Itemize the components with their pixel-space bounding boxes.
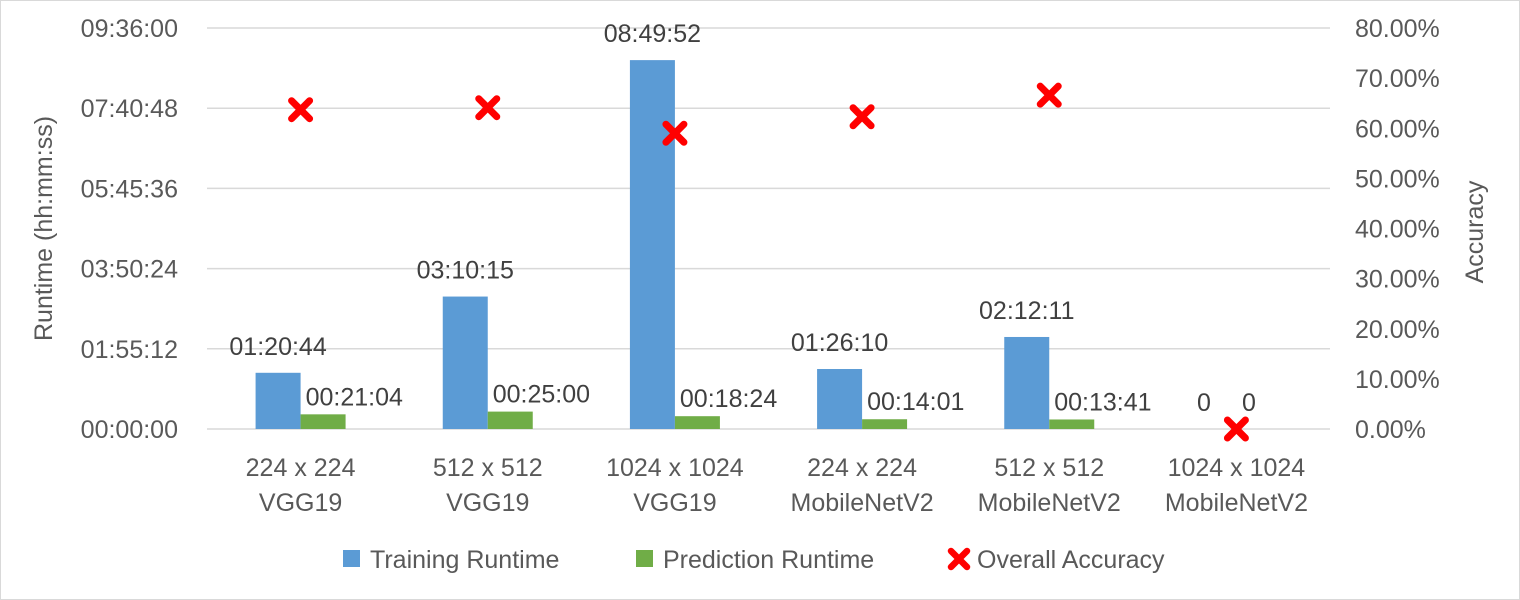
bar-training-runtime bbox=[817, 369, 863, 429]
data-label-training: 08:49:52 bbox=[604, 20, 701, 48]
bar-prediction-runtime bbox=[300, 414, 346, 429]
marker-stroke bbox=[475, 95, 501, 121]
x-category-label: MobileNetV2 bbox=[791, 489, 934, 517]
bar-prediction-runtime bbox=[1049, 419, 1095, 429]
y-right-tick-label: 60.00% bbox=[1355, 115, 1440, 143]
data-label-training: 0 bbox=[1197, 389, 1211, 417]
x-category-label: VGG19 bbox=[633, 489, 716, 517]
y-right-tick-label: 20.00% bbox=[1355, 316, 1440, 344]
bar-training-runtime bbox=[1004, 336, 1050, 429]
y-left-tick-label: 09:36:00 bbox=[81, 15, 178, 43]
marker-overall-accuracy bbox=[288, 97, 314, 123]
y-right-axis-title: Accuracy bbox=[1461, 180, 1489, 283]
data-label-training: 01:20:44 bbox=[229, 333, 326, 361]
data-label-prediction: 00:18:24 bbox=[680, 385, 777, 413]
marker-overall-accuracy bbox=[475, 95, 501, 121]
y-right-tick-label: 10.00% bbox=[1355, 366, 1440, 394]
x-category-label: 1024 x 1024 bbox=[1168, 454, 1306, 482]
marker-stroke bbox=[1223, 416, 1249, 442]
legend-swatch bbox=[636, 550, 653, 567]
x-category-label: 512 x 512 bbox=[994, 454, 1104, 482]
y-right-tick-label: 30.00% bbox=[1355, 266, 1440, 294]
data-label-training: 01:26:10 bbox=[791, 329, 888, 357]
legend-label: Overall Accuracy bbox=[977, 546, 1165, 574]
data-label-prediction: 00:21:04 bbox=[306, 383, 403, 411]
data-label-prediction: 00:13:41 bbox=[1054, 388, 1151, 416]
y-right-tick-label: 40.00% bbox=[1355, 216, 1440, 244]
y-left-tick-label: 01:55:12 bbox=[81, 336, 178, 364]
marker-overall-accuracy bbox=[1223, 416, 1249, 442]
x-category-label: MobileNetV2 bbox=[978, 489, 1121, 517]
x-category-label: MobileNetV2 bbox=[1165, 489, 1308, 517]
marker-stroke bbox=[1036, 82, 1062, 108]
bar-prediction-runtime bbox=[674, 416, 720, 429]
legend-label: Prediction Runtime bbox=[663, 546, 874, 574]
data-label-prediction: 00:25:00 bbox=[493, 381, 590, 409]
marker-stroke bbox=[662, 120, 688, 146]
bar-training-runtime bbox=[442, 296, 488, 429]
bar-training-runtime bbox=[255, 372, 301, 429]
marker-overall-accuracy bbox=[849, 104, 875, 130]
marker-stroke bbox=[947, 547, 971, 571]
legend-swatch bbox=[947, 547, 971, 571]
y-right-tick-label: 80.00% bbox=[1355, 15, 1440, 43]
marker-stroke bbox=[288, 97, 314, 123]
legend-swatch bbox=[343, 550, 360, 567]
marker-overall-accuracy bbox=[1036, 82, 1062, 108]
bar-prediction-runtime bbox=[862, 419, 908, 429]
y-right-tick-label: 70.00% bbox=[1355, 65, 1440, 93]
bar-training-runtime bbox=[629, 60, 675, 430]
y-left-axis-title: Runtime (hh:mm:ss) bbox=[30, 116, 58, 341]
x-category-label: 224 x 224 bbox=[807, 454, 917, 482]
data-label-prediction: 0 bbox=[1242, 389, 1256, 417]
data-label-training: 02:12:11 bbox=[979, 297, 1074, 325]
y-left-tick-label: 03:50:24 bbox=[81, 256, 178, 284]
x-category-label: 1024 x 1024 bbox=[606, 454, 744, 482]
y-left-tick-label: 00:00:00 bbox=[81, 416, 178, 444]
y-right-tick-label: 0.00% bbox=[1355, 416, 1426, 444]
x-category-label: VGG19 bbox=[259, 489, 342, 517]
x-category-label: 224 x 224 bbox=[246, 454, 356, 482]
marker-stroke bbox=[849, 104, 875, 130]
data-label-prediction: 00:14:01 bbox=[867, 388, 964, 416]
y-left-tick-label: 05:45:36 bbox=[81, 175, 178, 203]
bar-prediction-runtime bbox=[487, 411, 533, 429]
x-category-label: 512 x 512 bbox=[433, 454, 543, 482]
y-right-tick-label: 50.00% bbox=[1355, 165, 1440, 193]
marker-overall-accuracy bbox=[662, 120, 688, 146]
x-category-label: VGG19 bbox=[446, 489, 529, 517]
data-label-training: 03:10:15 bbox=[417, 257, 514, 285]
y-left-tick-label: 07:40:48 bbox=[81, 95, 178, 123]
legend-label: Training Runtime bbox=[370, 546, 559, 574]
